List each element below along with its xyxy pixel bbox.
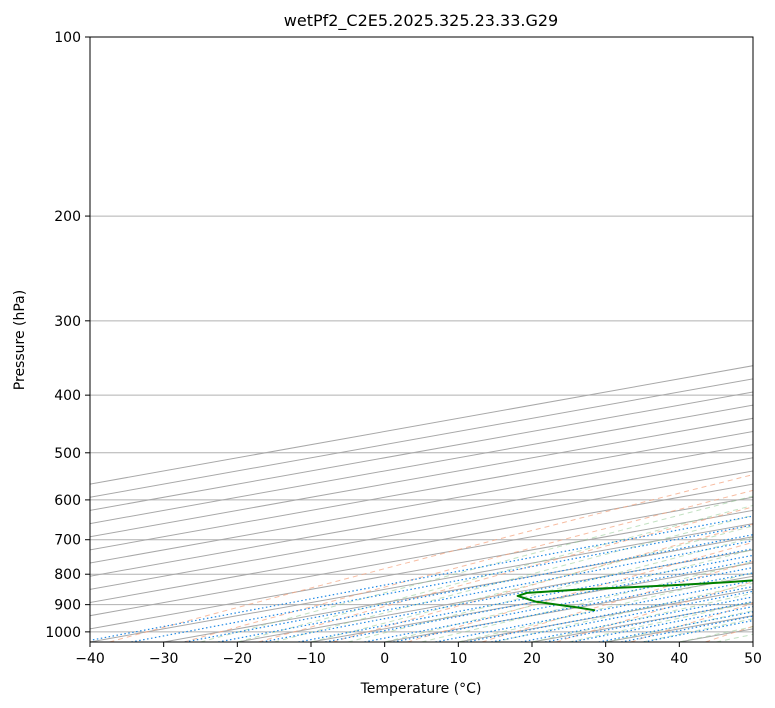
chart-title: wetPf2_C2E5.2025.325.23.33.G29	[284, 11, 558, 31]
moist-adiabat	[384, 548, 753, 642]
y-tick-label: 300	[54, 314, 81, 330]
y-tick-label: 100	[54, 30, 81, 46]
moist-adiabat	[237, 504, 753, 642]
isotherm-gridline	[90, 444, 753, 564]
isotherm-gridline	[90, 457, 753, 577]
moist-adiabat	[495, 582, 753, 642]
y-tick-label: 200	[54, 209, 81, 225]
y-tick-label: 1000	[45, 625, 81, 641]
x-axis-label: Temperature (°C)	[360, 681, 482, 697]
isotherm-gridline	[163, 536, 753, 642]
isotherm-gridline	[90, 470, 753, 590]
y-axis-label: Pressure (hPa)	[12, 290, 28, 390]
dry-adiabat	[109, 474, 753, 642]
y-tick-label: 700	[54, 533, 81, 549]
mixing-ratio-line	[620, 615, 753, 642]
moist-adiabat	[200, 495, 753, 642]
plot-frame	[89, 36, 754, 643]
mixing-ratio-line	[298, 554, 753, 642]
plot-area	[90, 37, 753, 642]
isotherm-gridline	[90, 483, 753, 604]
y-tick-label: 400	[54, 388, 81, 404]
mixing-ratio-line	[90, 515, 753, 641]
dry-adiabat	[258, 506, 753, 642]
dry-adiabat	[481, 560, 753, 642]
mixing-ratio-line	[261, 548, 753, 642]
y-tick-label: 600	[54, 493, 81, 509]
isotherm-gridline	[90, 496, 753, 617]
x-tick-label: −40	[75, 651, 105, 667]
x-tick-label: 10	[449, 651, 467, 667]
mixing-ratio-line	[325, 559, 753, 642]
y-tick-label: 900	[54, 598, 81, 614]
moist-adiabat	[347, 536, 753, 642]
isotherm-gridline	[90, 523, 753, 642]
y-tick-label: 500	[54, 446, 81, 462]
x-tick-label: 30	[597, 651, 615, 667]
moist-adiabat	[274, 514, 753, 642]
isotherm-gridline	[90, 509, 753, 630]
moist-adiabat	[421, 560, 753, 642]
x-tick-label: −20	[223, 651, 253, 667]
x-tick-label: 50	[744, 651, 762, 667]
axes: −40 −30 −20 −10 0 10 20 30 40 50 100 200 300 400 500 60…	[45, 30, 762, 667]
y-tick-label: 800	[54, 567, 81, 583]
x-tick-label: −30	[149, 651, 179, 667]
x-tick-label: 40	[670, 651, 688, 667]
isotherm-gridline	[90, 430, 753, 551]
mixing-ratio-line	[218, 540, 753, 642]
mixing-ratio-line	[364, 566, 753, 642]
x-tick-label: −10	[296, 651, 326, 667]
x-tick-label: 0	[380, 651, 389, 667]
x-tick-label: 20	[523, 651, 541, 667]
